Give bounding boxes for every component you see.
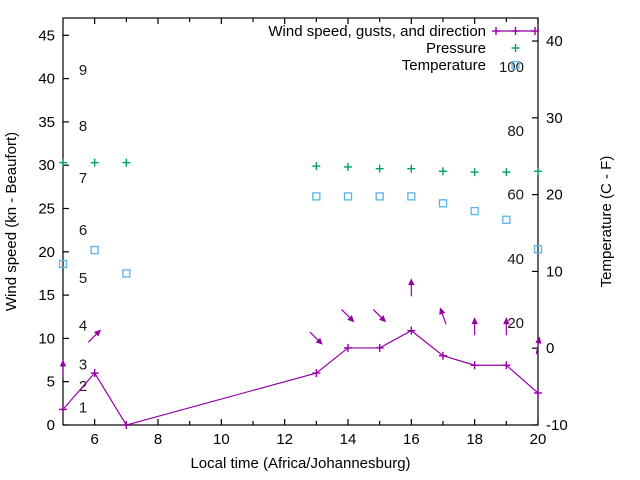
y-axis-tick-label: 10 — [38, 330, 55, 347]
legend-sample-marker-mid — [511, 27, 520, 35]
pressure-point — [470, 168, 479, 177]
fahrenheit-scale-label: 40 — [507, 251, 524, 268]
beaufort-scale-label: 3 — [79, 356, 87, 373]
wind-speed-point — [90, 369, 99, 378]
pressure-point — [439, 167, 447, 176]
y2-axis-tick-label: 20 — [546, 187, 563, 204]
legend-sample-marker — [511, 60, 520, 70]
fahrenheit-scale-label: 80 — [507, 123, 524, 140]
y2-axis-label: Temperature (C - F) — [598, 156, 615, 288]
y-axis-tick-label: 40 — [38, 71, 55, 88]
plot-frame — [62, 17, 539, 426]
wind-direction-arrow — [372, 309, 387, 323]
x-axis-tick-label: 14 — [340, 431, 357, 448]
wind-speed-point — [534, 388, 542, 397]
x-axis-tick-label: 10 — [213, 431, 230, 448]
wind-speed-point — [344, 343, 352, 352]
temperature-point — [533, 245, 543, 254]
x-axis-tick-label: 8 — [154, 431, 162, 448]
pressure-point — [534, 167, 542, 176]
pressure-point — [312, 162, 321, 171]
wind-direction-arrow — [535, 336, 542, 355]
y-axis-tick-label: 25 — [38, 201, 55, 218]
wind-direction-arrow — [439, 307, 447, 325]
fahrenheit-scale-label: 60 — [507, 187, 524, 204]
beaufort-scale-label: 9 — [79, 62, 87, 79]
wind-direction-arrow — [471, 317, 478, 336]
wind-direction-arrow — [503, 317, 510, 336]
beaufort-scale-label: 7 — [79, 170, 87, 187]
wind-speed-point — [502, 361, 511, 370]
y-axis-tick-label: 30 — [38, 157, 55, 174]
y-axis-tick-label: 35 — [38, 114, 55, 131]
y-axis-label: Wind speed (kn - Beaufort) — [3, 132, 20, 311]
x-axis-label: Local time (Africa/Johannesburg) — [190, 455, 410, 472]
temperature-point — [375, 192, 384, 201]
wind-speed-point — [439, 351, 447, 360]
temperature-point — [58, 259, 68, 269]
pressure-point — [502, 168, 511, 177]
wind-speed-point — [59, 405, 67, 414]
beaufort-scale-label: 4 — [79, 317, 87, 334]
y-axis-tick-label: 0 — [47, 417, 55, 434]
wind-speed-point — [375, 343, 384, 352]
x-axis-tick-label: 6 — [90, 431, 98, 448]
legend-sample-marker-end — [531, 27, 539, 35]
wind-direction-arrow — [59, 359, 67, 378]
temperature-point — [407, 192, 416, 201]
y2-axis-tick-label: 0 — [546, 340, 554, 357]
legend-label-0: Wind speed, gusts, and direction — [268, 23, 486, 40]
pressure-point — [59, 158, 67, 167]
beaufort-scale-label: 5 — [79, 270, 87, 287]
y-axis-tick-label: 15 — [38, 287, 55, 304]
wind-speed-point — [470, 361, 479, 370]
wind-speed-line — [62, 329, 539, 426]
temperature-point — [470, 206, 479, 216]
pressure-point — [344, 162, 352, 171]
y2-axis-tick-label: -10 — [546, 417, 568, 434]
y-axis-tick-label: 45 — [38, 27, 55, 44]
x-axis-tick-label: 20 — [530, 431, 547, 448]
temperature-point — [312, 192, 321, 201]
wind-direction-arrow — [341, 309, 355, 323]
temperature-point — [502, 215, 511, 224]
wind-direction-arrow — [87, 329, 102, 343]
x-axis-tick-label: 16 — [403, 431, 420, 448]
wind-direction-arrow — [309, 331, 323, 345]
beaufort-scale-label: 8 — [79, 118, 87, 135]
y-axis-tick-label: 20 — [38, 244, 55, 261]
temperature-point — [122, 269, 131, 278]
temperature-point — [90, 245, 99, 255]
legend-sample-marker — [511, 44, 520, 52]
legend-label-1: Pressure — [426, 40, 486, 57]
temperature-point — [343, 192, 353, 201]
y-axis-tick-label: 5 — [47, 374, 55, 391]
temperature-point — [438, 199, 448, 208]
legend-sample-marker-start — [492, 27, 500, 35]
pressure-point — [407, 164, 416, 173]
fahrenheit-scale-label: 20 — [507, 315, 524, 332]
y2-axis-tick-label: 30 — [546, 110, 563, 127]
x-axis-tick-label: 18 — [466, 431, 483, 448]
beaufort-scale-label: 1 — [79, 400, 87, 417]
beaufort-scale-label: 6 — [79, 222, 87, 239]
y2-axis-tick-label: 10 — [546, 263, 563, 280]
pressure-point — [375, 164, 384, 173]
pressure-point — [122, 158, 131, 167]
wind-speed-point — [407, 326, 416, 335]
x-axis-tick-label: 12 — [276, 431, 293, 448]
wind-speed-point — [312, 369, 321, 378]
y2-axis-tick-label: 40 — [546, 33, 563, 50]
pressure-point — [90, 158, 99, 167]
wind-direction-arrow — [408, 278, 415, 297]
legend-label-2: Temperature — [402, 57, 486, 74]
wind-speed-point — [122, 421, 131, 429]
